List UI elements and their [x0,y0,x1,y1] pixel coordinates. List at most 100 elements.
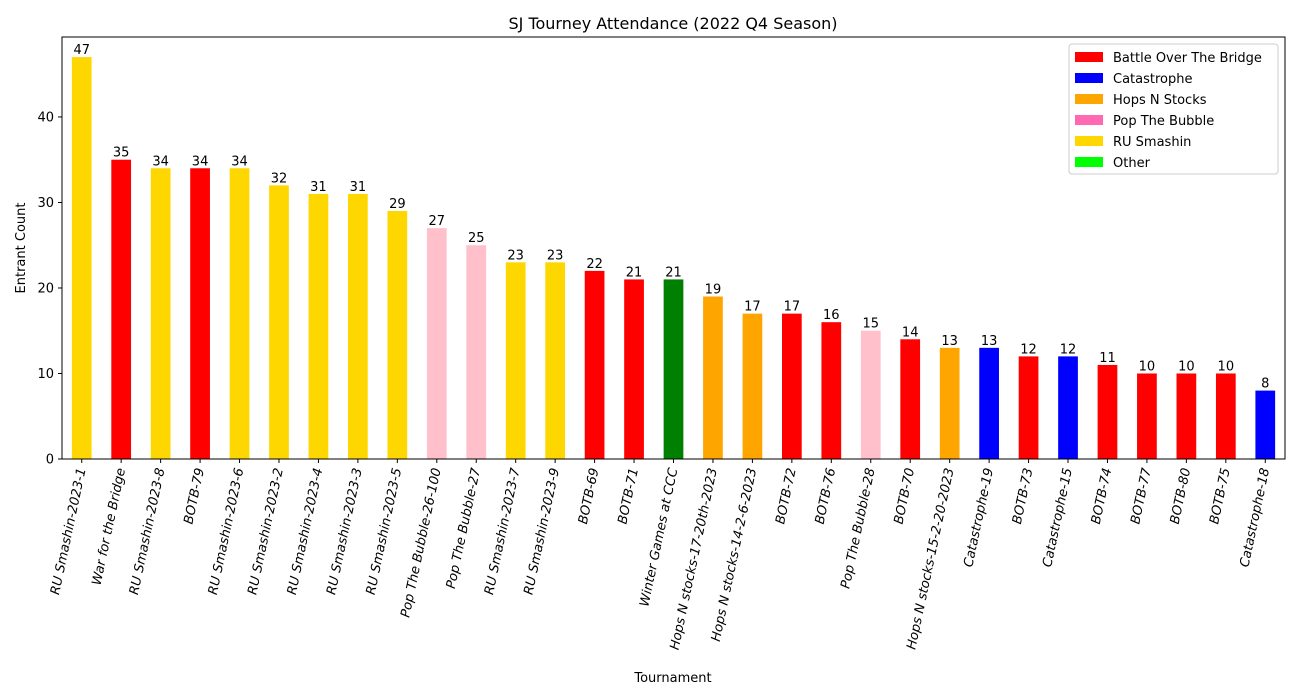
x-tick-label: RU Smashin-2023-3 [324,467,366,596]
data-label: 8 [1261,377,1269,392]
data-label: 10 [1218,359,1235,374]
legend-swatch [1075,73,1103,83]
bar [150,168,171,460]
data-label: 23 [547,248,564,263]
x-tick-label: BOTB-71 [615,467,642,526]
x-tick-label: RU Smashin-2023-6 [206,467,248,596]
y-tick-label: 0 [46,453,54,468]
bar [900,339,921,459]
data-label: 13 [981,334,998,349]
bar [269,185,289,459]
x-tick-label: RU Smashin-2023-4 [285,467,327,596]
x-tick-label: BOTB-79 [181,467,208,526]
bar [663,279,684,459]
bar [1176,373,1197,459]
data-label: 29 [389,197,406,212]
x-tick-label: Pop The Bubble-27 [444,466,484,590]
legend-swatch [1075,157,1103,167]
x-tick-label: Catastrophe-18 [1238,467,1274,569]
data-label: 32 [271,171,288,186]
x-tick-label: BOTB-73 [1010,467,1037,526]
bar [348,193,368,459]
bar [111,159,132,459]
bar [190,168,210,460]
x-tick-label: RU Smashin-2023-7 [482,466,524,596]
data-label: 16 [823,308,840,323]
legend-label: Catastrophe [1113,72,1192,87]
data-label: 34 [231,154,248,169]
x-tick-label: RU Smashin-2023-1 [48,467,90,596]
x-tick-label: BOTB-80 [1168,467,1195,526]
data-label: 12 [1060,342,1077,357]
y-axis: 0 10 20 30 40 [37,110,62,468]
x-tick-label: BOTB-69 [576,467,603,526]
legend-swatch [1075,52,1103,62]
data-label: 27 [429,214,446,229]
x-axis-label: Tournament [633,671,711,686]
data-label: 19 [705,283,722,298]
bar [860,330,881,459]
bar [703,296,723,459]
x-tick-label: BOTB-76 [813,467,840,526]
x-tick-label: Catastrophe-19 [961,467,997,569]
bar [781,313,802,459]
legend-label: RU Smashin [1113,135,1191,150]
data-label: 17 [744,300,761,315]
x-tick-label: BOTB-77 [1128,466,1155,526]
data-label: 23 [507,248,524,263]
legend: Battle Over The Bridge Catastrophe Hops N … [1068,43,1279,175]
bar [1097,364,1118,459]
data-label: 15 [862,317,879,332]
x-tick-label: Hops N stocks-14-2-6-2023 [709,467,760,643]
data-label: 17 [784,300,801,315]
bar [979,347,999,459]
data-label: 34 [152,154,169,169]
data-label: 25 [468,231,485,246]
bar [466,245,487,459]
data-label: 13 [941,334,958,349]
data-label: 35 [113,146,130,161]
bar [387,211,408,459]
data-label: 21 [665,265,682,280]
bar [584,270,605,459]
bar [229,168,250,460]
x-tick-label: RU Smashin-2023-8 [127,467,169,596]
x-tick-label: Pop The Bubble-26-100 [398,467,444,619]
data-label: 31 [310,180,327,195]
bar [939,347,960,459]
legend-label: Hops N Stocks [1113,93,1207,108]
data-label: 31 [350,180,367,195]
x-tick-label: BOTB-70 [892,467,919,526]
y-tick-label: 40 [37,110,54,125]
y-tick-label: 30 [37,196,54,211]
x-tick-label: War for the Bridge [90,467,130,587]
bar [426,228,447,459]
bar [1215,373,1236,459]
bar [545,262,566,459]
bar [308,193,329,459]
bar [1255,390,1276,459]
legend-label: Other [1113,156,1151,171]
chart-title: SJ Tourney Attendance (2022 Q4 Season) [508,14,837,33]
bar [505,262,526,459]
data-labels-layer: 47 35 34 34 34 32 31 31 29 27 25 23 23 22 21 21 19 17 17 16… [73,43,1269,391]
legend-box [1068,43,1279,175]
data-label: 47 [73,43,90,58]
legend-label: Battle Over The Bridge [1113,51,1262,66]
data-label: 14 [902,325,919,340]
y-tick-label: 20 [37,281,54,296]
data-label: 12 [1020,342,1037,357]
data-label: 11 [1099,351,1116,366]
legend-swatch [1075,94,1103,104]
data-label: 10 [1139,359,1156,374]
y-axis-label: Entrant Count [14,203,29,294]
x-tick-label: Catastrophe-15 [1040,467,1076,569]
bar [1058,356,1078,459]
data-label: 34 [192,154,209,169]
bar [821,322,842,459]
x-tick-label: BOTB-75 [1207,467,1234,526]
data-label: 22 [586,257,603,272]
x-tick-label: Pop The Bubble-28 [838,467,878,590]
